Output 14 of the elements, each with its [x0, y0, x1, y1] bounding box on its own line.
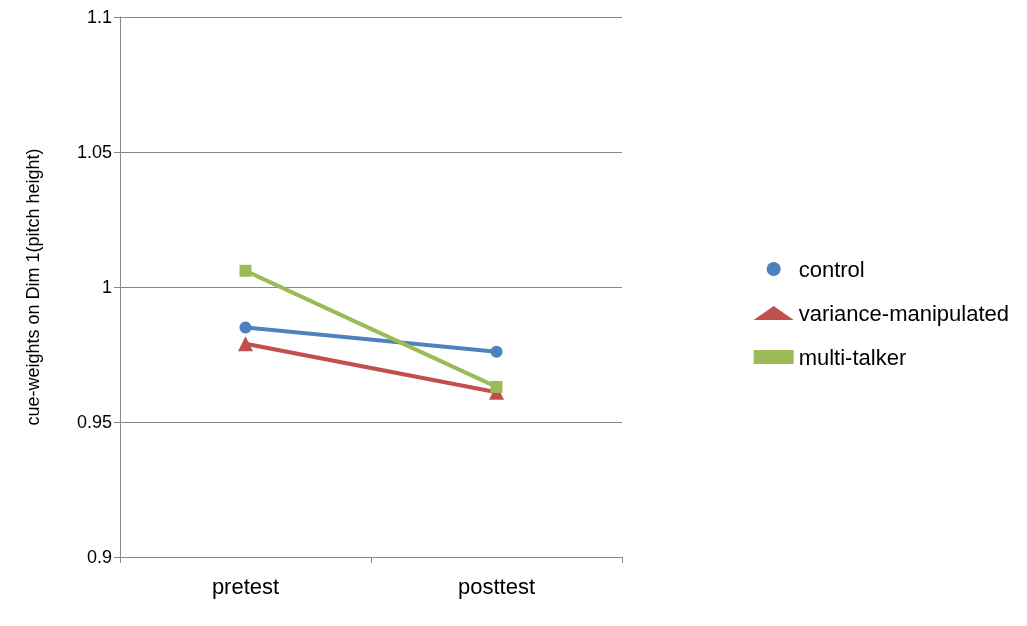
y-tick-label: 0.95 — [76, 412, 112, 432]
y-tick-label: 1.05 — [76, 142, 112, 162]
x-tick-label: pretest — [211, 573, 280, 599]
point — [490, 345, 503, 358]
x-tick-label: posttest — [457, 573, 536, 599]
y-tick-label: 0.9 — [86, 547, 112, 567]
legend-label: control — [798, 256, 865, 282]
point — [239, 321, 252, 334]
y-tick-label: 1.1 — [86, 7, 112, 27]
point — [239, 264, 252, 277]
y-tick-label: 1 — [101, 277, 112, 297]
legend-label: multi-talker — [798, 344, 907, 370]
legend-label: variance-manipulated — [798, 300, 1009, 326]
y-axis-title: cue-weights on Dim 1(pitch height) — [23, 148, 43, 426]
